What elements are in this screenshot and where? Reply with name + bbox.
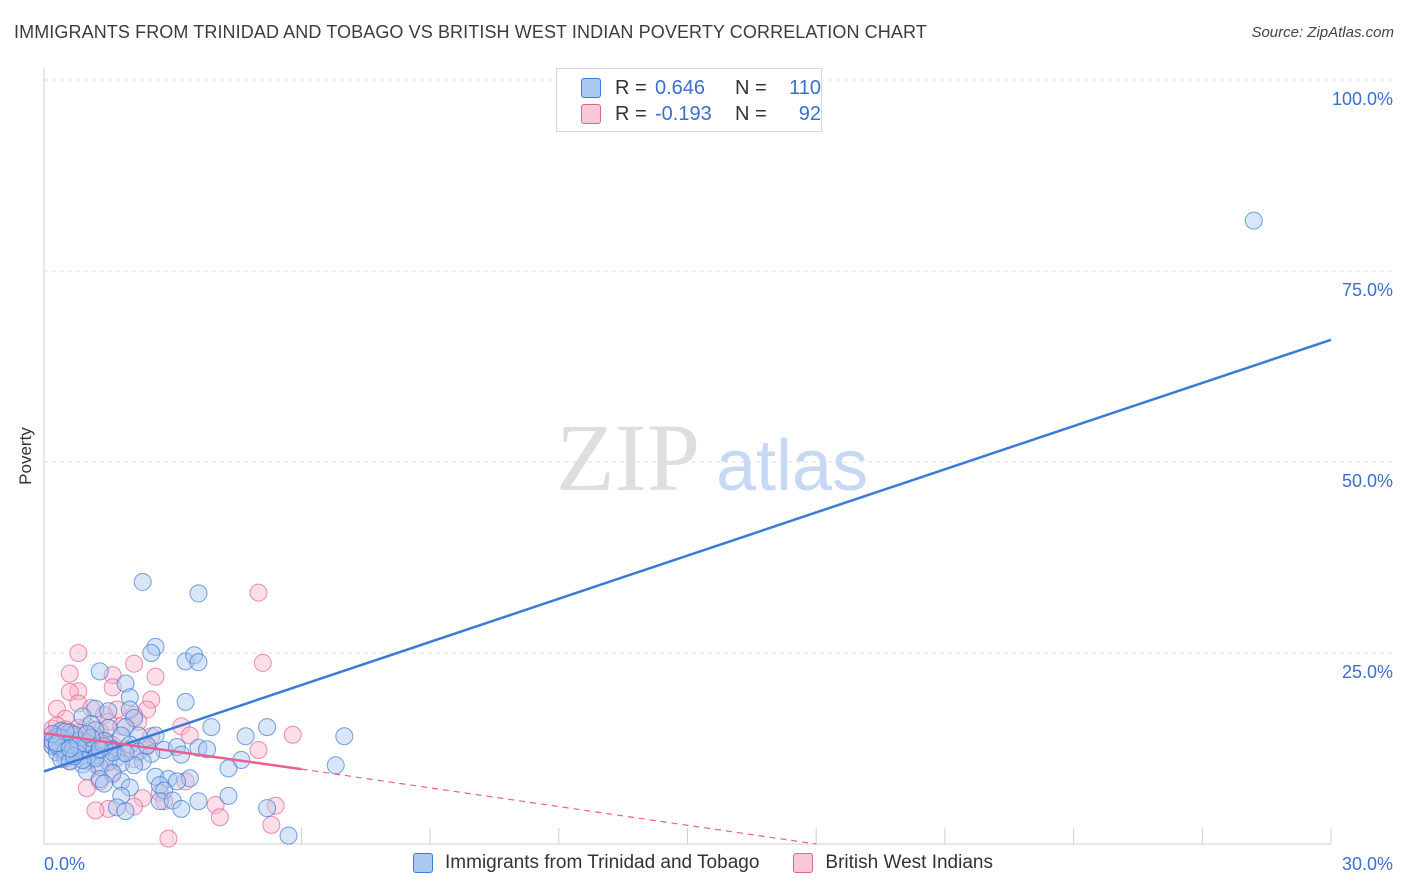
data-point [172,745,191,764]
data-point [335,727,354,746]
r-label: R = [615,76,647,99]
data-point [60,664,79,683]
blue-swatch [581,78,601,98]
x-tick-label: 30.0% [1342,854,1393,874]
watermark-atlas: atlas [716,426,868,506]
data-point [236,727,255,746]
data-point [146,667,165,686]
trend-line-blue [43,338,1332,773]
r-label: R = [615,102,647,125]
grid-lines [44,79,1392,654]
data-point [210,808,229,827]
data-point [159,829,178,848]
data-point [142,690,161,709]
trend-line-pink [43,731,302,771]
data-point [249,583,268,602]
data-point [125,756,144,775]
stats-legend-box: R = 0.646 N = 110 R = -0.193 N = 92 [556,68,822,132]
data-point [258,718,277,737]
data-point [120,688,139,707]
data-point [86,749,105,768]
legend-item-trinidad[interactable]: Immigrants from Trinidad and Tobago [413,852,759,874]
x-tick-label: 0.0% [44,854,85,874]
pink-swatch [793,853,814,873]
data-point [176,692,195,711]
data-point [189,584,208,603]
watermark-zip: ZIP [556,404,700,511]
data-point [219,786,238,805]
series-trinidad-tobago [43,211,1263,845]
n-label: N = [735,76,767,99]
blue-swatch [413,853,434,873]
data-point [142,644,161,662]
data-point [189,653,208,672]
tick-labels: 25.0% 50.0% 75.0% 100.0% 0.0% 30.0% [44,89,1393,874]
data-point [60,739,79,758]
data-point [167,772,186,791]
legend-label: Immigrants from Trinidad and Tobago [445,852,760,873]
data-point [262,815,281,834]
data-point [150,792,169,811]
r-value: -0.193 [655,102,712,125]
n-label: N = [735,102,767,125]
source-credit: Source: ZipAtlas.com [1251,24,1394,41]
data-point [95,774,114,793]
data-point [253,653,272,672]
data-point [69,644,88,662]
data-point [326,756,345,775]
data-point [99,702,118,721]
chart-title: IMMIGRANTS FROM TRINIDAD AND TOBAGO VS B… [14,22,927,42]
y-tick-label: 25.0% [1342,662,1393,682]
data-point [180,726,199,745]
n-value: 110 [789,76,821,99]
data-point [116,718,135,737]
pink-swatch [581,104,601,124]
data-point [86,801,105,820]
data-point [116,802,135,821]
data-point [107,798,126,817]
bottom-legend: Immigrants from Trinidad and Tobago Brit… [0,852,1406,874]
data-point [1244,211,1263,230]
trend-line-pink-extension [301,768,817,845]
legend-item-british-west-indians[interactable]: British West Indians [793,852,993,874]
n-value: 92 [798,102,821,125]
data-point [172,799,191,818]
data-point [206,796,225,815]
r-value: 0.646 [655,76,706,99]
data-point [202,718,221,737]
data-point [90,662,109,681]
data-point [283,725,302,744]
stats-row-blue: R = 0.646 N = 110 [581,75,821,101]
watermark: ZIP atlas [556,404,868,511]
data-point [258,799,277,818]
legend-label: British West Indians [825,852,993,873]
stats-row-pink: R = -0.193 N = 92 [581,101,821,127]
y-tick-label: 75.0% [1342,280,1393,300]
data-point [73,750,92,769]
trend-lines [43,338,1332,845]
data-point [189,792,208,811]
data-point [219,759,238,778]
data-point [116,674,135,693]
y-tick-label: 100.0% [1332,89,1393,109]
y-tick-label: 50.0% [1342,471,1393,491]
data-point [279,826,298,845]
data-point [120,700,139,719]
data-point [249,741,268,760]
data-point [133,572,152,591]
data-point [198,740,217,759]
axes [43,68,1332,845]
data-point [125,654,144,673]
